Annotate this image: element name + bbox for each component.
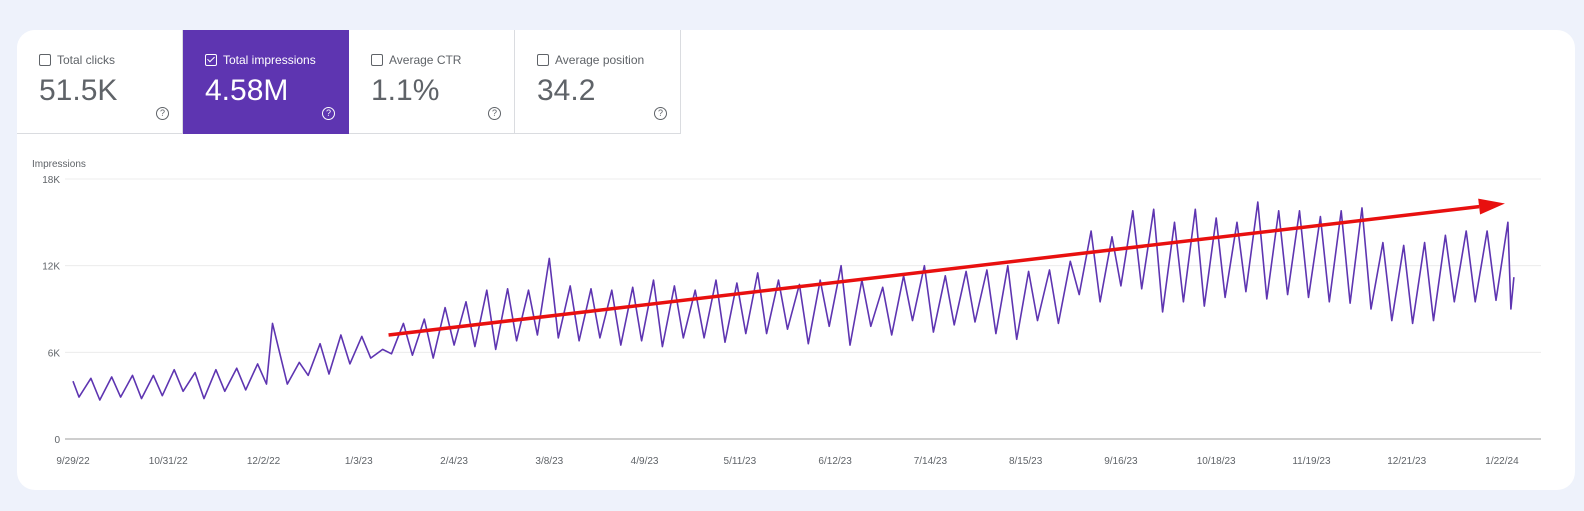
x-tick-label: 6/12/23 [818, 456, 852, 467]
help-icon[interactable]: ? [322, 107, 335, 120]
x-tick-label: 9/16/23 [1104, 456, 1138, 467]
x-tick-label: 9/29/22 [56, 456, 90, 467]
y-tick-label: 6K [48, 348, 61, 359]
checkbox-icon[interactable] [371, 54, 383, 66]
metric-value: 1.1% [371, 74, 440, 107]
help-icon[interactable]: ? [488, 107, 501, 120]
y-tick-label: 12K [42, 262, 60, 273]
x-tick-label: 12/2/22 [247, 456, 281, 467]
metric-value: 4.58M [205, 74, 289, 107]
performance-card: Total clicks 51.5K ? Total impressions 4… [17, 30, 1575, 490]
x-tick-label: 3/8/23 [535, 456, 563, 467]
metric-total-impressions[interactable]: Total impressions 4.58M ? [183, 30, 349, 134]
x-tick-label: 8/15/23 [1009, 456, 1043, 467]
metric-tiles: Total clicks 51.5K ? Total impressions 4… [17, 30, 681, 134]
x-tick-label: 5/11/23 [724, 456, 757, 467]
metric-value: 51.5K [39, 74, 118, 107]
x-tick-label: 2/4/23 [440, 456, 468, 467]
y-tick-label: 18K [42, 175, 60, 186]
x-tick-label: 12/21/23 [1387, 456, 1426, 467]
x-tick-label: 1/22/24 [1485, 456, 1519, 467]
metric-total-clicks[interactable]: Total clicks 51.5K ? [17, 30, 183, 134]
x-tick-label: 1/3/23 [345, 456, 373, 467]
metric-average-ctr[interactable]: Average CTR 1.1% ? [349, 30, 515, 134]
trend-arrow-head [1478, 198, 1505, 215]
checkbox-icon[interactable] [39, 54, 51, 66]
metric-value: 34.2 [537, 74, 596, 107]
y-tick-label: 0 [54, 435, 60, 446]
metric-label: Average position [555, 53, 645, 67]
metric-label: Average CTR [389, 53, 462, 67]
x-tick-label: 10/31/22 [149, 456, 188, 467]
x-tick-label: 10/18/23 [1197, 456, 1236, 467]
help-icon[interactable]: ? [156, 107, 169, 120]
impressions-line [72, 201, 1515, 401]
x-tick-label: 11/19/23 [1292, 456, 1331, 467]
x-tick-label: 4/9/23 [631, 456, 659, 467]
y-axis-label: Impressions [32, 159, 86, 170]
metric-average-position[interactable]: Average position 34.2 ? [515, 30, 681, 134]
checkbox-icon[interactable] [537, 54, 549, 66]
checkbox-checked-icon[interactable] [205, 54, 217, 66]
help-icon[interactable]: ? [654, 107, 667, 120]
metric-label: Total impressions [223, 53, 316, 67]
metric-label: Total clicks [57, 53, 116, 67]
trend-arrow-line [388, 204, 1480, 337]
x-tick-label: 7/14/23 [914, 456, 948, 467]
